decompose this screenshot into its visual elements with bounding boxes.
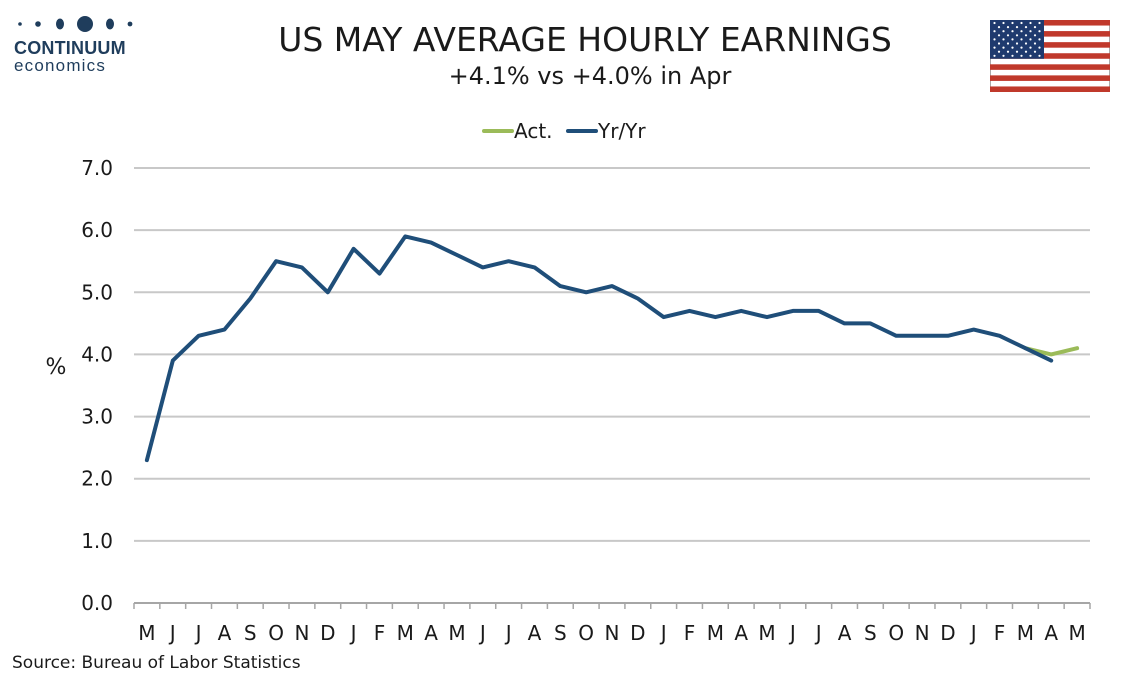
- chart-title: US MAY AVERAGE HOURLY EARNINGS: [278, 20, 892, 59]
- x-tick-label: F: [684, 621, 696, 645]
- x-tick-label: J: [659, 621, 667, 645]
- x-tick-label: M: [707, 621, 724, 645]
- x-tick-label: N: [294, 621, 309, 645]
- x-tick-label: D: [940, 621, 955, 645]
- x-tick-label: J: [788, 621, 796, 645]
- y-tick-label: 7.0: [81, 156, 113, 180]
- x-tick-label: M: [758, 621, 775, 645]
- x-tick-label: M: [1068, 621, 1085, 645]
- x-tick-label: D: [630, 621, 645, 645]
- x-tick-label: J: [504, 621, 512, 645]
- x-tick-label: A: [734, 621, 748, 645]
- x-tick-label: J: [478, 621, 486, 645]
- x-tick-label: S: [864, 621, 877, 645]
- x-tick-label: J: [194, 621, 202, 645]
- y-tick-label: 4.0: [81, 342, 113, 366]
- brand-sub: economics: [14, 56, 107, 75]
- x-tick-label: A: [528, 621, 542, 645]
- x-tick-label: J: [349, 621, 357, 645]
- x-tick-label: D: [320, 621, 335, 645]
- y-tick-label: 6.0: [81, 218, 113, 242]
- x-tick-label: N: [915, 621, 930, 645]
- legend-label: Yr/Yr: [597, 119, 646, 143]
- x-tick-label: M: [397, 621, 414, 645]
- brand-name: CONTINUUM: [14, 38, 126, 58]
- x-tick-label: F: [374, 621, 386, 645]
- x-tick-label: S: [554, 621, 567, 645]
- us-flag-icon: [990, 20, 1110, 92]
- series-line-yr-yr: [144, 234, 1054, 463]
- x-tick-label: O: [578, 621, 594, 645]
- y-axis-label: %: [46, 355, 67, 380]
- x-tick-label: M: [1017, 621, 1034, 645]
- x-tick-label: M: [138, 621, 155, 645]
- x-tick-label: J: [969, 621, 977, 645]
- source-note: Source: Bureau of Labor Statistics: [12, 653, 301, 673]
- x-tick-label: O: [888, 621, 904, 645]
- logo-dots-icon: [18, 16, 133, 32]
- x-tick-label: S: [244, 621, 257, 645]
- x-tick-label: J: [168, 621, 176, 645]
- x-tick-label: F: [994, 621, 1006, 645]
- y-tick-label: 1.0: [81, 529, 113, 553]
- y-tick-label: 2.0: [81, 467, 113, 491]
- x-tick-label: A: [838, 621, 852, 645]
- x-tick-label: M: [448, 621, 465, 645]
- x-tick-label: A: [424, 621, 438, 645]
- brand-logo: CONTINUUM economics: [14, 14, 134, 74]
- chart-subtitle: +4.1% vs +4.0% in Apr: [448, 62, 732, 90]
- x-tick-label: A: [1044, 621, 1058, 645]
- y-tick-label: 5.0: [81, 280, 113, 304]
- x-tick-label: A: [218, 621, 232, 645]
- y-tick-label: 0.0: [81, 591, 113, 615]
- x-tick-label: N: [605, 621, 620, 645]
- x-tick-label: O: [268, 621, 284, 645]
- legend-label: Act.: [514, 119, 553, 143]
- x-tick-label: J: [814, 621, 822, 645]
- y-tick-label: 3.0: [81, 405, 113, 429]
